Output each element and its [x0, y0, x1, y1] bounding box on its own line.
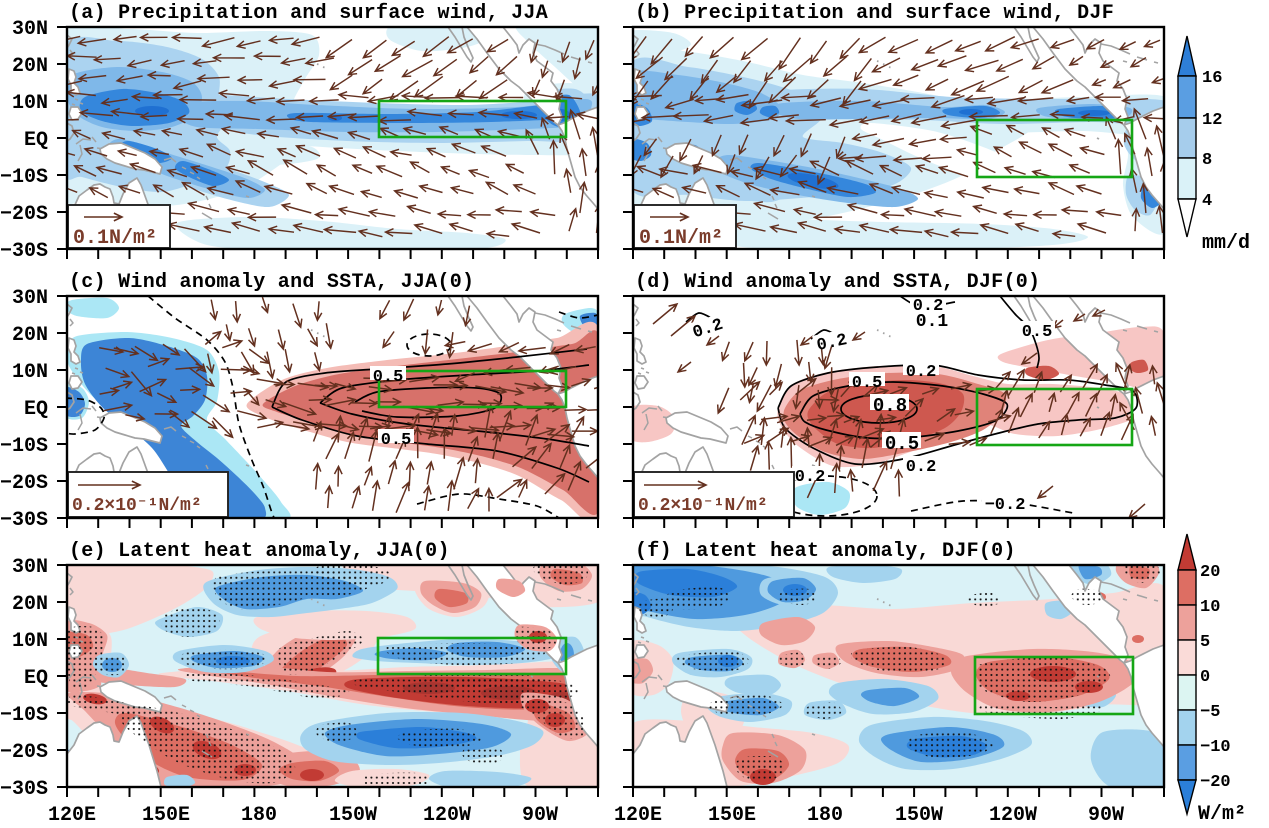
svg-text:10N: 10N — [12, 630, 48, 653]
svg-text:120W: 120W — [423, 804, 471, 827]
svg-text:−5: −5 — [1200, 703, 1220, 722]
svg-text:−20S: −20S — [0, 203, 48, 226]
svg-text:0.2×10⁻¹N/m²: 0.2×10⁻¹N/m² — [638, 496, 768, 516]
svg-text:EQ: EQ — [24, 129, 48, 152]
svg-text:−30S: −30S — [0, 509, 48, 532]
svg-text:4: 4 — [1202, 192, 1212, 211]
svg-text:0.2: 0.2 — [906, 458, 937, 477]
svg-text:180: 180 — [807, 804, 843, 827]
svg-text:30N: 30N — [12, 18, 48, 41]
svg-text:0.5: 0.5 — [381, 431, 412, 450]
svg-text:0: 0 — [1200, 668, 1210, 687]
svg-text:120W: 120W — [989, 804, 1037, 827]
svg-text:150E: 150E — [142, 804, 190, 827]
svg-text:5: 5 — [1200, 633, 1210, 652]
svg-text:10: 10 — [1200, 598, 1220, 617]
svg-text:0.5: 0.5 — [373, 368, 404, 387]
svg-text:30N: 30N — [12, 556, 48, 579]
svg-text:EQ: EQ — [24, 398, 48, 421]
svg-text:(a) Precipitation and surface: (a) Precipitation and surface wind, JJA — [69, 2, 548, 25]
svg-text:0.2: 0.2 — [795, 468, 826, 487]
svg-text:20N: 20N — [12, 324, 48, 347]
svg-text:8: 8 — [1202, 151, 1212, 170]
svg-text:20N: 20N — [12, 593, 48, 616]
svg-text:−10S: −10S — [0, 704, 48, 727]
svg-text:10N: 10N — [12, 92, 48, 115]
svg-text:0.2×10⁻¹N/m²: 0.2×10⁻¹N/m² — [72, 496, 202, 516]
svg-text:(e) Latent heat anomaly, JJA(0: (e) Latent heat anomaly, JJA(0) — [69, 540, 450, 563]
svg-text:150W: 150W — [329, 804, 377, 827]
svg-text:−10S: −10S — [0, 166, 48, 189]
svg-text:16: 16 — [1202, 69, 1222, 88]
svg-text:10N: 10N — [12, 361, 48, 384]
svg-text:0.5: 0.5 — [1022, 323, 1053, 342]
svg-text:180: 180 — [241, 804, 277, 827]
svg-text:0.8: 0.8 — [873, 395, 907, 417]
svg-text:0.1N/m²: 0.1N/m² — [73, 227, 157, 250]
svg-text:0.1: 0.1 — [916, 312, 949, 332]
svg-text:(f) Latent heat anomaly, DJF(0: (f) Latent heat anomaly, DJF(0) — [635, 540, 1016, 563]
svg-text:20: 20 — [1200, 563, 1220, 582]
svg-text:(c) Wind anomaly and SSTA, JJA: (c) Wind anomaly and SSTA, JJA(0) — [69, 271, 474, 294]
svg-text:30N: 30N — [12, 287, 48, 310]
svg-text:−30S: −30S — [0, 778, 48, 801]
svg-text:−20S: −20S — [0, 472, 48, 495]
svg-text:150W: 150W — [895, 804, 943, 827]
svg-text:90W: 90W — [1088, 804, 1124, 827]
svg-text:12: 12 — [1202, 111, 1222, 130]
svg-text:−10: −10 — [1200, 738, 1231, 757]
svg-text:120E: 120E — [48, 804, 96, 827]
svg-text:120E: 120E — [614, 804, 662, 827]
svg-text:0.2: 0.2 — [906, 363, 937, 382]
svg-text:(b) Precipitation and surface: (b) Precipitation and surface wind, DJF — [635, 2, 1114, 25]
svg-text:mm/d: mm/d — [1202, 232, 1250, 255]
svg-text:150E: 150E — [708, 804, 756, 827]
svg-text:0.5: 0.5 — [852, 374, 883, 393]
svg-text:EQ: EQ — [24, 667, 48, 690]
svg-text:−30S: −30S — [0, 240, 48, 263]
svg-text:20N: 20N — [12, 55, 48, 78]
svg-text:−0.2: −0.2 — [985, 496, 1026, 515]
svg-text:−20S: −20S — [0, 741, 48, 764]
svg-text:W/m²: W/m² — [1198, 803, 1246, 826]
svg-text:−20: −20 — [1200, 773, 1231, 792]
svg-text:−10S: −10S — [0, 435, 48, 458]
svg-text:(d) Wind anomaly and SSTA, DJF: (d) Wind anomaly and SSTA, DJF(0) — [635, 271, 1040, 294]
svg-text:90W: 90W — [522, 804, 558, 827]
svg-text:0.1N/m²: 0.1N/m² — [639, 227, 723, 250]
svg-text:0.5: 0.5 — [885, 433, 919, 455]
